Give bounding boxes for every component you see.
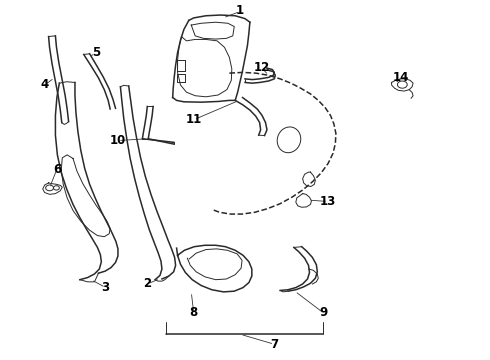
Text: 1: 1: [236, 4, 244, 17]
Text: 2: 2: [143, 278, 151, 291]
Text: 5: 5: [92, 46, 100, 59]
Text: 8: 8: [190, 306, 198, 319]
Text: 14: 14: [393, 71, 410, 84]
Text: 13: 13: [320, 195, 336, 208]
Text: 4: 4: [41, 78, 49, 91]
Text: 12: 12: [254, 60, 270, 73]
Text: 11: 11: [186, 113, 202, 126]
Text: 10: 10: [110, 134, 126, 147]
Text: 6: 6: [53, 163, 61, 176]
Text: 3: 3: [102, 281, 110, 294]
Text: 7: 7: [270, 338, 278, 351]
Text: 9: 9: [319, 306, 327, 319]
